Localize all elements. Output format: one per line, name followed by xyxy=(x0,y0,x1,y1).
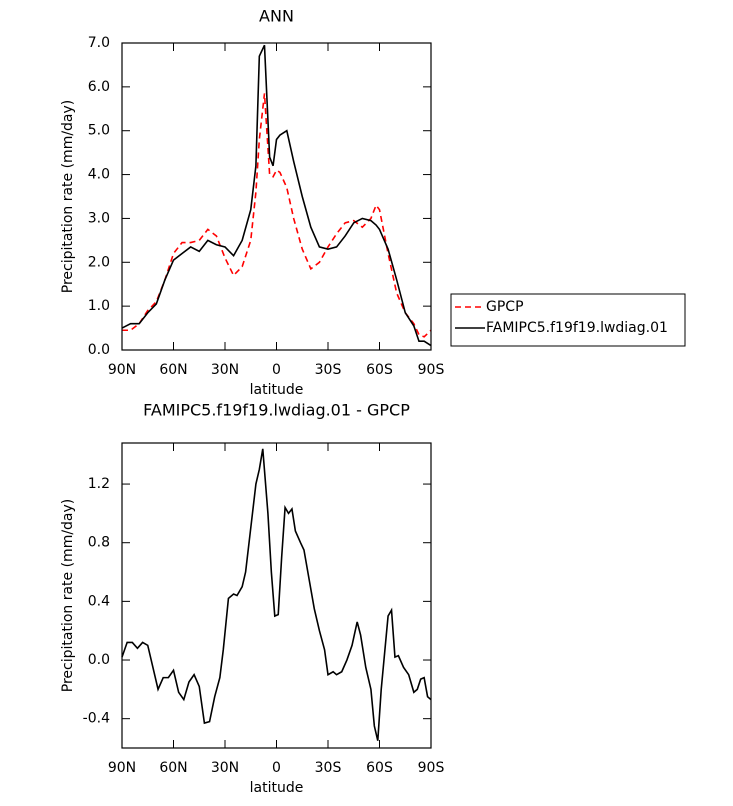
x-axis-label: latitude xyxy=(250,382,304,398)
y-tick-label: 7.0 xyxy=(88,35,110,51)
data-line xyxy=(121,448,432,741)
data-line xyxy=(122,93,432,338)
x-tick-label: 90N xyxy=(108,362,136,378)
x-tick-label: 30S xyxy=(315,362,342,378)
x-tick-label: 90S xyxy=(418,760,445,776)
x-tick-label: 90N xyxy=(108,760,136,776)
y-axis-label: Precipitation rate (mm/day) xyxy=(60,100,76,294)
y-tick-label: 0.4 xyxy=(88,593,110,609)
y-tick-label: 5.0 xyxy=(88,123,110,139)
x-axis-label: latitude xyxy=(250,780,304,796)
x-tick-label: 60N xyxy=(159,760,187,776)
y-tick-label: -0.4 xyxy=(83,711,110,727)
x-tick-label: 30N xyxy=(211,760,239,776)
y-tick-label: 1.2 xyxy=(88,476,110,492)
plot-frame xyxy=(121,442,432,749)
legend-label: FAMIPC5.f19f19.lwdiag.01 xyxy=(486,320,668,336)
legend-box xyxy=(450,293,686,347)
y-tick-label: 4.0 xyxy=(88,167,110,183)
x-tick-label: 60S xyxy=(366,362,393,378)
y-tick-label: 0.8 xyxy=(88,535,110,551)
x-tick-label: 60N xyxy=(159,362,187,378)
y-tick-label: 3.0 xyxy=(88,210,110,226)
y-axis-label: Precipitation rate (mm/day) xyxy=(60,499,76,693)
chart-title: ANN xyxy=(259,7,294,26)
y-tick-label: 1.0 xyxy=(88,298,110,314)
chart-title: FAMIPC5.f19f19.lwdiag.01 - GPCP xyxy=(143,401,410,420)
y-tick-label: 0.0 xyxy=(88,652,110,668)
y-tick-label: 6.0 xyxy=(88,79,110,95)
x-tick-label: 30S xyxy=(315,760,342,776)
x-tick-label: 0 xyxy=(272,760,281,776)
plot-frame xyxy=(121,42,432,351)
x-tick-label: 90S xyxy=(418,362,445,378)
legend-label: GPCP xyxy=(486,299,524,315)
x-tick-label: 60S xyxy=(366,760,393,776)
y-tick-label: 0.0 xyxy=(88,342,110,358)
x-tick-label: 0 xyxy=(272,362,281,378)
x-tick-label: 30N xyxy=(211,362,239,378)
y-tick-label: 2.0 xyxy=(88,254,110,270)
data-line xyxy=(121,44,432,347)
